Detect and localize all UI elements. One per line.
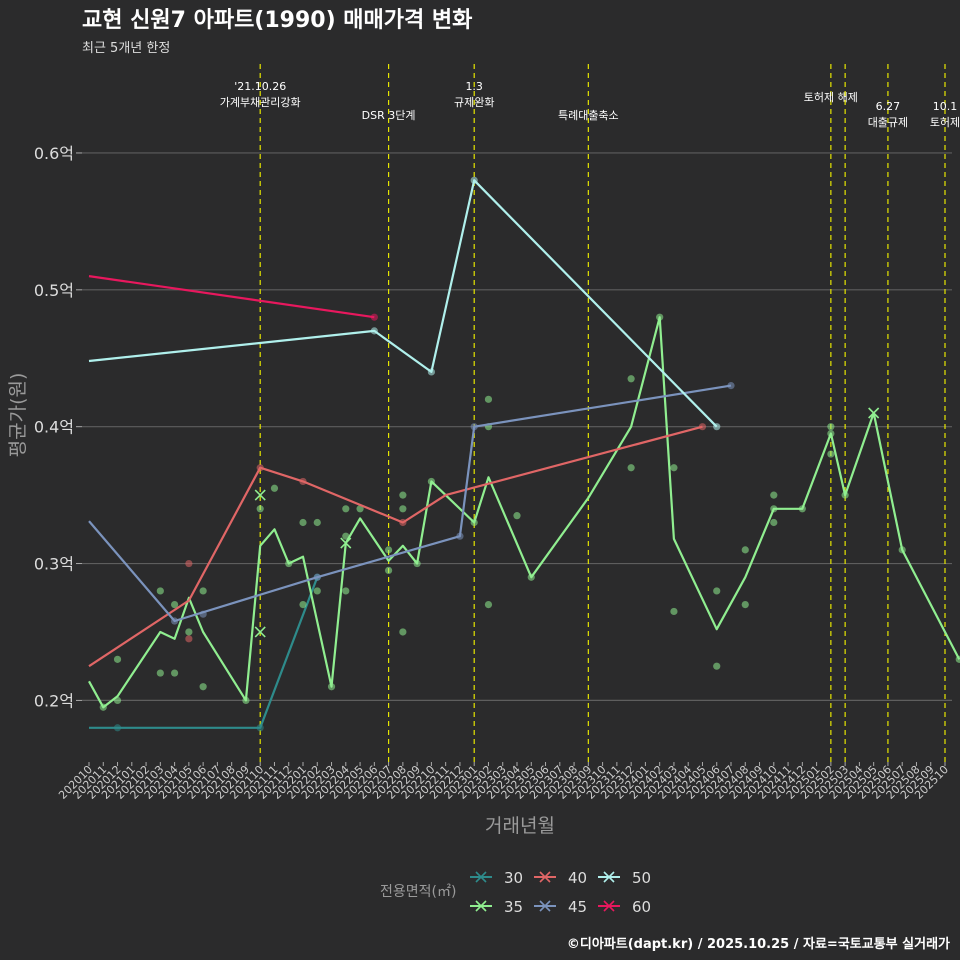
cross-marker xyxy=(340,537,352,549)
y-tick-label: 0.4억 xyxy=(34,418,74,437)
data-point xyxy=(770,518,778,527)
legend-swatch-marker xyxy=(475,900,487,912)
event-label: 토허제 해제 xyxy=(804,90,858,104)
chart-subtitle: 최근 5개년 한정 xyxy=(82,41,170,56)
legend-item-60: 60 xyxy=(598,898,651,916)
data-point xyxy=(827,450,835,458)
data-point xyxy=(741,546,749,554)
data-point xyxy=(156,587,164,595)
legend-swatch-marker xyxy=(539,871,551,883)
data-point xyxy=(171,669,179,677)
plot-area: 0.2억0.3억0.4억0.5억0.6억20201020201120201220… xyxy=(34,64,960,916)
data-point xyxy=(627,375,635,383)
data-point xyxy=(713,587,721,595)
data-point xyxy=(399,505,407,513)
data-point xyxy=(513,512,521,520)
data-point xyxy=(399,628,407,636)
data-point xyxy=(370,313,378,321)
y-tick-label: 0.2억 xyxy=(34,691,74,710)
legend-label: 50 xyxy=(632,869,651,887)
data-point xyxy=(770,491,778,499)
data-point xyxy=(484,601,493,609)
series-line xyxy=(88,425,703,668)
y-tick-label: 0.3억 xyxy=(34,555,74,574)
legend-label: 35 xyxy=(504,898,523,916)
data-point xyxy=(385,546,393,554)
data-point xyxy=(670,607,678,616)
x-axis-label: 거래년월 xyxy=(485,815,555,837)
event-label: 특례대출축소 xyxy=(558,109,619,122)
legend-item-30: 30 xyxy=(470,869,523,887)
data-point xyxy=(627,464,635,472)
footer-credit: ©디아파트(dapt.kr) / 2025.10.25 / 자료=국토교통부 실… xyxy=(567,936,950,952)
data-point xyxy=(342,587,350,595)
event-label: '21.10.26 xyxy=(234,80,286,93)
legend-item-40: 40 xyxy=(534,869,587,887)
legend-swatch-marker xyxy=(603,900,615,912)
data-point xyxy=(185,628,193,636)
legend-swatch-marker xyxy=(475,871,487,883)
data-point xyxy=(270,484,279,492)
cross-marker xyxy=(254,489,266,501)
data-point xyxy=(299,518,307,527)
series-line xyxy=(89,576,319,729)
data-point xyxy=(171,601,179,609)
data-point xyxy=(670,464,678,472)
data-point xyxy=(256,505,264,513)
legend-label: 40 xyxy=(568,869,587,887)
series-60 xyxy=(88,275,378,321)
legend-label: 30 xyxy=(504,869,523,887)
legend-item-50: 50 xyxy=(598,869,651,887)
data-point xyxy=(113,655,122,663)
series-35 xyxy=(88,313,960,711)
legend-swatch-marker xyxy=(603,871,615,883)
series-40 xyxy=(88,423,707,668)
data-point xyxy=(385,566,393,574)
legend-title: 전용면적(㎡) xyxy=(380,884,456,900)
legend-item-35: 35 xyxy=(470,898,523,916)
event-label: 토허제 xyxy=(930,116,960,129)
event-label: 대출규제 xyxy=(868,116,908,129)
series-50 xyxy=(88,176,721,431)
series-45 xyxy=(88,382,735,625)
data-point xyxy=(741,601,749,609)
data-point xyxy=(356,505,364,513)
data-point xyxy=(313,587,321,595)
data-point xyxy=(313,518,321,527)
series-30 xyxy=(89,573,321,732)
y-axis-label: 평균가(원) xyxy=(7,373,29,458)
event-label: 가계부채관리강화 xyxy=(220,96,301,109)
legend-label: 60 xyxy=(632,898,651,916)
data-point xyxy=(713,662,721,670)
y-tick-label: 0.6억 xyxy=(34,144,74,163)
cross-marker xyxy=(868,407,880,419)
data-point xyxy=(399,491,407,499)
event-label: 1.3 xyxy=(465,80,483,93)
y-tick-label: 0.5억 xyxy=(34,281,74,300)
legend-item-45: 45 xyxy=(534,898,587,916)
data-point xyxy=(827,423,835,431)
cross-marker xyxy=(254,626,266,638)
data-point xyxy=(342,505,350,513)
data-point xyxy=(199,683,207,691)
event-label: 6.27 xyxy=(876,100,901,113)
data-point xyxy=(199,587,207,595)
series-line xyxy=(88,275,375,319)
series-line xyxy=(88,179,718,428)
data-point xyxy=(156,669,164,677)
event-label: 10.1 xyxy=(933,100,958,113)
data-point xyxy=(185,635,193,643)
series-line xyxy=(88,316,960,709)
series-line xyxy=(88,384,732,623)
data-point xyxy=(185,559,193,568)
data-point xyxy=(484,395,493,403)
legend-swatch-marker xyxy=(539,900,551,912)
event-label: 규제완화 xyxy=(454,96,494,109)
legend-label: 45 xyxy=(568,898,587,916)
data-point xyxy=(299,601,307,609)
event-label: DSR 3단계 xyxy=(362,109,416,122)
chart-title: 교현 신원7 아파트(1990) 매매가격 변화 xyxy=(82,8,472,33)
